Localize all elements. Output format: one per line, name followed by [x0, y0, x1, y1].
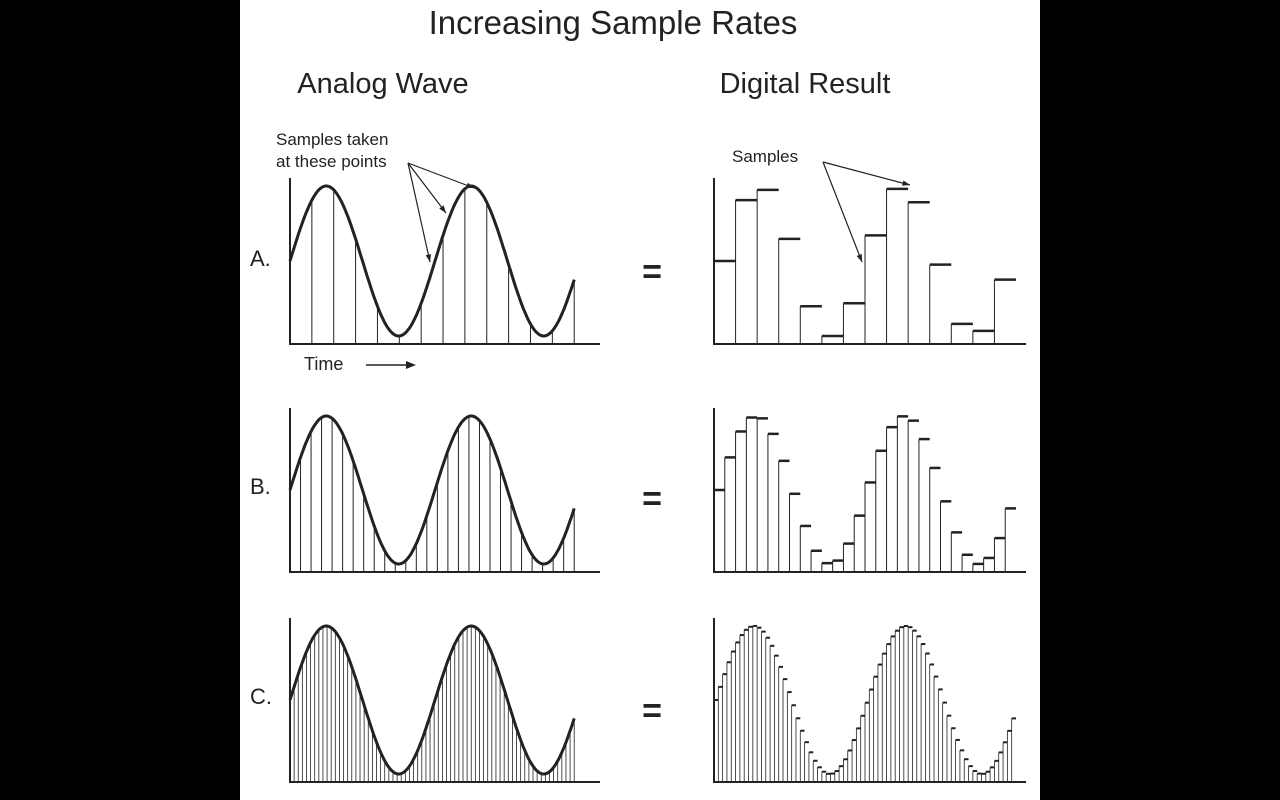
digital-axes — [713, 408, 1026, 573]
row-a: A. = — [250, 178, 1026, 345]
analog-annotation-line1: Samples taken — [276, 130, 388, 149]
digital-result-plot — [713, 618, 1026, 783]
analog-leader-1-head — [425, 254, 432, 262]
row-label: B. — [250, 474, 271, 499]
equals-sign: = — [642, 480, 662, 518]
analog-wave-plot — [288, 178, 600, 345]
digital-leader-2 — [822, 161, 911, 186]
digital-axes — [713, 618, 1026, 783]
digital-annotation: Samples — [732, 147, 798, 166]
row-b: B. = — [250, 408, 1026, 573]
digital-axes — [713, 178, 1026, 345]
digital-result-plot — [713, 408, 1026, 573]
digital-result-plot — [713, 178, 1026, 345]
analog-leader-3 — [407, 162, 475, 189]
analog-leader-2 — [407, 162, 447, 214]
analog-axes — [289, 408, 600, 573]
analog-axes — [289, 178, 600, 345]
time-arrow-icon — [366, 361, 416, 369]
analog-wave-curve — [288, 624, 576, 776]
analog-heading: Analog Wave — [297, 68, 468, 100]
row-c: C. = — [250, 618, 1026, 783]
analog-axes — [289, 618, 600, 783]
row-label: C. — [250, 684, 272, 709]
digital-heading: Digital Result — [720, 68, 891, 100]
analog-wave-curve — [288, 414, 576, 566]
equals-sign: = — [642, 253, 662, 291]
digital-leader-1 — [822, 161, 863, 263]
analog-wave-curve — [288, 184, 576, 338]
time-label: Time — [304, 354, 343, 374]
analog-annotation-line2: at these points — [276, 152, 387, 171]
digital-leader-1-head — [856, 254, 862, 262]
analog-wave-plot — [288, 618, 600, 783]
analog-leader-2-head — [439, 205, 446, 213]
analog-wave-plot — [288, 408, 600, 573]
sampling-diagram: Increasing Sample Rates Analog Wave Digi… — [250, 4, 1026, 783]
equals-sign: = — [642, 692, 662, 730]
diagram-title: Increasing Sample Rates — [429, 4, 798, 41]
row-label: A. — [250, 246, 271, 271]
annotation-leader-lines — [407, 161, 911, 263]
digital-leader-2-head — [902, 180, 910, 186]
analog-leader-1 — [407, 162, 431, 263]
diagram-canvas: Increasing Sample Rates Analog Wave Digi… — [240, 0, 1040, 800]
